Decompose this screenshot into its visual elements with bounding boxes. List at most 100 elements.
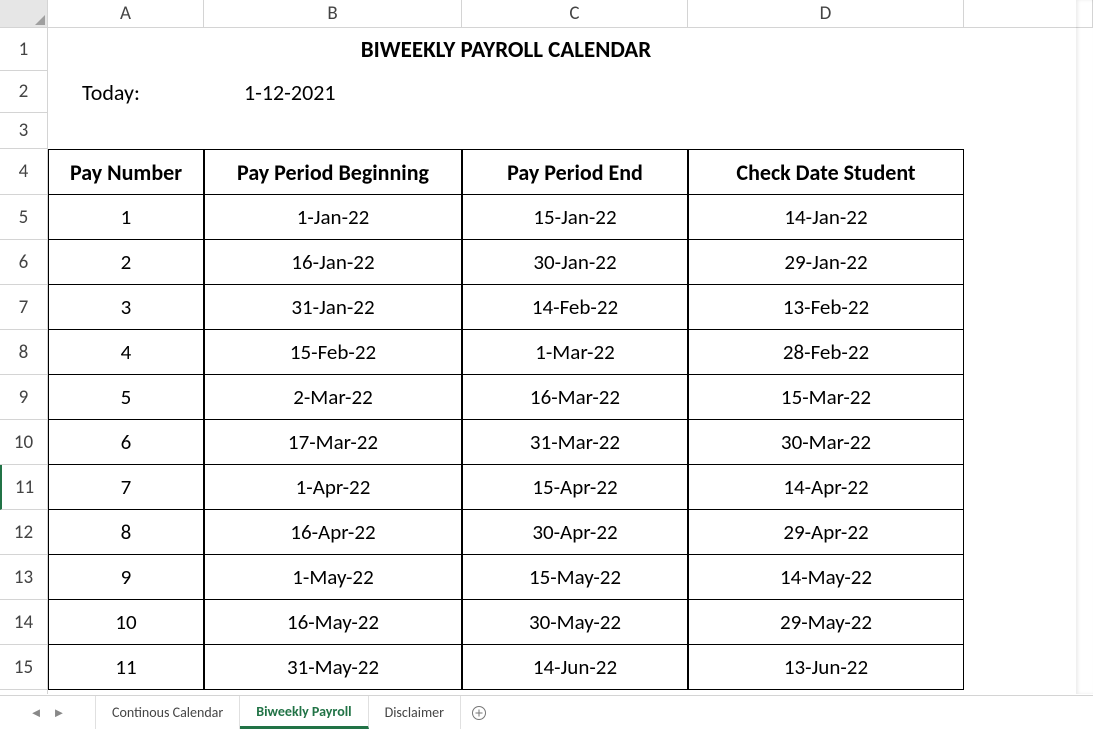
cell-pay-begin: 31-Jan-22 xyxy=(204,285,462,330)
cell-check-date: 13-Jun-22 xyxy=(688,645,964,690)
sheet-tab-biweekly-payroll[interactable]: Biweekly Payroll xyxy=(240,696,368,729)
select-all-corner[interactable] xyxy=(0,0,48,27)
column-header-D[interactable]: D xyxy=(688,0,964,27)
table-row: 9 1-May-22 15-May-22 14-May-22 xyxy=(48,555,1093,600)
cells-area[interactable]: BIWEEKLY PAYROLL CALENDAR Today: 1-12-20… xyxy=(48,28,1093,694)
row-header-3[interactable]: 3 xyxy=(0,113,47,149)
row-header-7[interactable]: 7 xyxy=(0,285,47,330)
col-header-pay-begin: Pay Period Beginning xyxy=(204,149,462,195)
sheet-tab-continuous-calendar[interactable]: Continous Calendar xyxy=(96,696,240,729)
row-header-11[interactable]: 11 xyxy=(0,465,47,510)
row-header-2[interactable]: 2 xyxy=(0,71,47,113)
cell-D2 xyxy=(688,71,964,113)
page-title: BIWEEKLY PAYROLL CALENDAR xyxy=(48,28,964,71)
cell-pay-number: 9 xyxy=(48,555,204,600)
cell-pay-end: 15-May-22 xyxy=(462,555,688,600)
plus-circle-icon xyxy=(471,705,487,721)
cell-pay-begin: 15-Feb-22 xyxy=(204,330,462,375)
table-row: 11 31-May-22 14-Jun-22 13-Jun-22 xyxy=(48,645,1093,690)
cell-C3 xyxy=(462,113,688,149)
cell-pay-begin: 17-Mar-22 xyxy=(204,420,462,465)
row-headers: 1 2 3 4 5 6 7 8 9 10 11 12 13 14 15 xyxy=(0,28,48,694)
cell-check-date: 28-Feb-22 xyxy=(688,330,964,375)
table-row: 2 16-Jan-22 30-Jan-22 29-Jan-22 xyxy=(48,240,1093,285)
row-header-10[interactable]: 10 xyxy=(0,420,47,465)
cell-D3 xyxy=(688,113,964,149)
cell-pay-number: 5 xyxy=(48,375,204,420)
cell-pay-end: 30-Jan-22 xyxy=(462,240,688,285)
cell-check-date: 14-Apr-22 xyxy=(688,465,964,510)
row-header-6[interactable]: 6 xyxy=(0,240,47,285)
column-header-rest xyxy=(964,0,1093,27)
table-row: 6 17-Mar-22 31-Mar-22 30-Mar-22 xyxy=(48,420,1093,465)
cell-pay-begin: 1-May-22 xyxy=(204,555,462,600)
cell-check-date: 13-Feb-22 xyxy=(688,285,964,330)
cell-pay-begin: 16-May-22 xyxy=(204,600,462,645)
cell-pay-number: 6 xyxy=(48,420,204,465)
add-sheet-button[interactable] xyxy=(461,696,497,729)
cell-check-date: 29-Apr-22 xyxy=(688,510,964,555)
cell-pay-number: 11 xyxy=(48,645,204,690)
cell-check-date: 30-Mar-22 xyxy=(688,420,964,465)
column-header-B[interactable]: B xyxy=(204,0,462,27)
table-header-row: Pay Number Pay Period Beginning Pay Peri… xyxy=(48,149,1093,195)
cell-check-date: 29-Jan-22 xyxy=(688,240,964,285)
sheet-tab-bar: ◄ ► Continous Calendar Biweekly Payroll … xyxy=(0,695,1093,729)
col-header-check-date: Check Date Student xyxy=(688,149,964,195)
spreadsheet-grid: A B C D 1 2 3 4 5 6 7 8 9 10 11 12 13 14… xyxy=(0,0,1093,694)
row-header-8[interactable]: 8 xyxy=(0,330,47,375)
cell-pay-number: 3 xyxy=(48,285,204,330)
cell-pay-number: 4 xyxy=(48,330,204,375)
cell-check-date: 14-May-22 xyxy=(688,555,964,600)
row-header-4[interactable]: 4 xyxy=(0,149,47,195)
row-header-1[interactable]: 1 xyxy=(0,28,47,71)
cell-check-date: 14-Jan-22 xyxy=(688,195,964,240)
table-row: 8 16-Apr-22 30-Apr-22 29-Apr-22 xyxy=(48,510,1093,555)
table-row: 1 1-Jan-22 15-Jan-22 14-Jan-22 xyxy=(48,195,1093,240)
tab-nav-arrows[interactable]: ◄ ► xyxy=(0,696,96,729)
column-header-C[interactable]: C xyxy=(462,0,688,27)
cell-pay-begin: 16-Apr-22 xyxy=(204,510,462,555)
cell-pay-number: 8 xyxy=(48,510,204,555)
cell-pay-end: 14-Feb-22 xyxy=(462,285,688,330)
cell-C2 xyxy=(462,71,688,113)
row-header-5[interactable]: 5 xyxy=(0,195,47,240)
cell-pay-end: 30-May-22 xyxy=(462,600,688,645)
cell-pay-end: 30-Apr-22 xyxy=(462,510,688,555)
table-row: 7 1-Apr-22 15-Apr-22 14-Apr-22 xyxy=(48,465,1093,510)
row-header-14[interactable]: 14 xyxy=(0,600,47,645)
row-header-9[interactable]: 9 xyxy=(0,375,47,420)
cell-check-date: 29-May-22 xyxy=(688,600,964,645)
today-label: Today: xyxy=(48,71,204,113)
cell-pay-end: 14-Jun-22 xyxy=(462,645,688,690)
today-value: 1-12-2021 xyxy=(204,71,462,113)
tab-nav-next-icon: ► xyxy=(53,705,66,721)
cell-pay-begin: 1-Jan-22 xyxy=(204,195,462,240)
sheet-tab-disclaimer[interactable]: Disclaimer xyxy=(369,696,461,729)
column-headers-row: A B C D xyxy=(0,0,1093,28)
table-row: 5 2-Mar-22 16-Mar-22 15-Mar-22 xyxy=(48,375,1093,420)
table-row: 4 15-Feb-22 1-Mar-22 28-Feb-22 xyxy=(48,330,1093,375)
cell-pay-number: 1 xyxy=(48,195,204,240)
cell-A3 xyxy=(48,113,204,149)
cell-pay-end: 15-Apr-22 xyxy=(462,465,688,510)
col-header-pay-end: Pay Period End xyxy=(462,149,688,195)
cell-pay-begin: 2-Mar-22 xyxy=(204,375,462,420)
cell-pay-begin: 31-May-22 xyxy=(204,645,462,690)
row-header-12[interactable]: 12 xyxy=(0,510,47,555)
cell-pay-number: 2 xyxy=(48,240,204,285)
table-row: 10 16-May-22 30-May-22 29-May-22 xyxy=(48,600,1093,645)
row-header-15[interactable]: 15 xyxy=(0,645,47,690)
cell-pay-begin: 16-Jan-22 xyxy=(204,240,462,285)
cell-B3 xyxy=(204,113,462,149)
cell-pay-end: 16-Mar-22 xyxy=(462,375,688,420)
col-header-pay-number: Pay Number xyxy=(48,149,204,195)
cell-pay-begin: 1-Apr-22 xyxy=(204,465,462,510)
table-row: 3 31-Jan-22 14-Feb-22 13-Feb-22 xyxy=(48,285,1093,330)
row-header-13[interactable]: 13 xyxy=(0,555,47,600)
tab-nav-prev-icon: ◄ xyxy=(30,705,43,721)
cell-check-date: 15-Mar-22 xyxy=(688,375,964,420)
cell-pay-end: 15-Jan-22 xyxy=(462,195,688,240)
cell-pay-number: 10 xyxy=(48,600,204,645)
column-header-A[interactable]: A xyxy=(48,0,204,27)
